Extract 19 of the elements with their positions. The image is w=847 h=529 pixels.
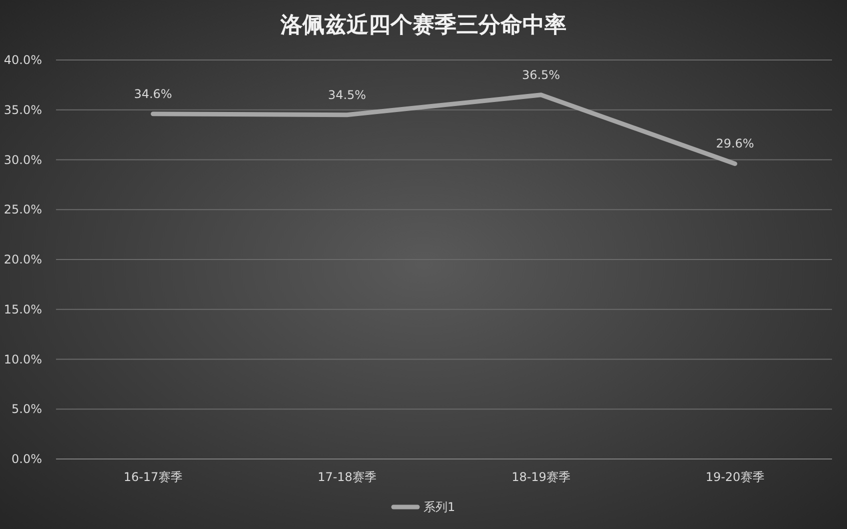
y-tick-label: 0.0% [12,452,42,466]
y-tick-label: 15.0% [4,302,42,316]
y-tick-label: 20.0% [4,252,42,266]
y-tick-label: 40.0% [4,53,42,67]
y-tick-label: 10.0% [4,352,42,366]
data-label: 34.5% [328,88,366,102]
y-tick-label: 35.0% [4,102,42,117]
x-tick-label: 19-20赛季 [706,470,764,484]
y-tick-label: 25.0% [4,202,42,217]
data-label: 29.6% [716,136,754,151]
data-label: 34.6% [134,86,172,101]
data-label: 36.5% [522,68,560,82]
chart-title: 洛佩兹近四个赛季三分命中率 [280,12,566,38]
x-tick-label: 18-19赛季 [512,470,570,484]
legend-label: 系列1 [424,500,456,514]
x-tick-label: 17-18赛季 [318,470,376,484]
x-tick-label: 16-17赛季 [124,470,182,484]
y-tick-label: 5.0% [12,402,42,416]
y-tick-label: 30.0% [4,152,42,167]
